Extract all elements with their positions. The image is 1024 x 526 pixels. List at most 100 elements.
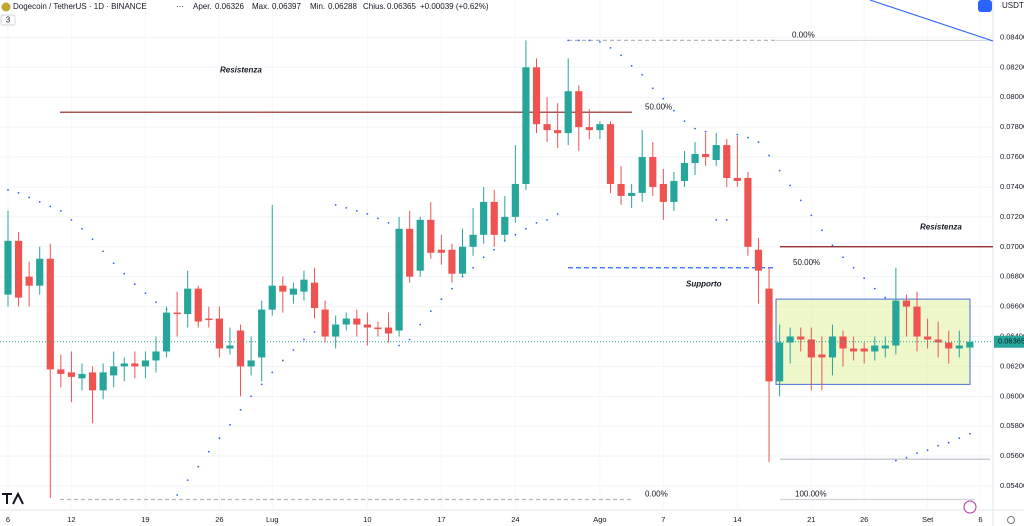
sar-dot: [609, 46, 612, 49]
candle-body: [966, 341, 974, 348]
candle-body: [25, 276, 33, 286]
x-tick-label: 7: [661, 515, 665, 524]
sar-dot: [926, 449, 929, 452]
candle-body: [659, 183, 667, 202]
last-price-label: 0.06365: [998, 337, 1024, 346]
sar-dot: [186, 479, 189, 481]
replay-icon[interactable]: [963, 500, 977, 514]
x-tick-label: 6: [978, 515, 982, 524]
badge[interactable]: 3: [6, 16, 11, 25]
settings-icon[interactable]: [1007, 516, 1015, 524]
candle-body: [88, 372, 97, 391]
candle-body: [184, 288, 192, 315]
x-tick-label: Ago: [593, 515, 606, 524]
candle-body: [839, 336, 847, 349]
candle-body: [902, 300, 911, 307]
badge-box[interactable]: [0, 14, 16, 26]
sar-dot: [472, 266, 474, 269]
level-label: 50.00%: [793, 258, 820, 267]
ohlc-value: 0.06326: [215, 2, 244, 11]
candle-body: [511, 183, 519, 217]
sar-dot: [968, 432, 971, 435]
ohlc-label: Aper.: [193, 2, 212, 11]
sar-dot: [905, 456, 908, 459]
candle-body: [395, 228, 403, 331]
candle-body: [617, 183, 625, 196]
sar-dot: [345, 206, 348, 209]
logo: [2, 491, 24, 505]
sar-dot: [863, 277, 866, 280]
sar-dot: [567, 39, 570, 42]
sar-dot: [842, 256, 844, 259]
sar-dot: [884, 296, 887, 299]
sar-dot: [873, 287, 876, 290]
sar-dot: [620, 54, 622, 57]
lock-button[interactable]: [978, 0, 992, 12]
sar-dot: [429, 310, 432, 312]
sar-dot: [281, 359, 284, 362]
sar-dot: [757, 141, 760, 143]
candle-body: [480, 201, 488, 235]
sar-dot: [7, 189, 9, 191]
sar-dot: [81, 227, 83, 230]
candle-body: [828, 336, 837, 358]
coin-icon: [1, 2, 11, 12]
eye-icon[interactable]: ···: [176, 2, 184, 11]
candle-body: [543, 124, 551, 131]
candle-body: [152, 351, 160, 361]
candle-body: [437, 249, 445, 253]
sar-dot: [715, 218, 718, 221]
candle-body: [258, 309, 266, 358]
sar-dot: [852, 266, 855, 269]
sar-dot: [799, 199, 802, 202]
plot-area: 0.00% 50.00% 50.00% 0.00% 100.00% Resistenza R…: [0, 30, 993, 501]
sar-dot: [694, 127, 696, 130]
ohlc-value: 0.06397: [272, 2, 301, 11]
candle-body: [712, 145, 720, 161]
candle-body: [120, 363, 128, 367]
currency[interactable]: USDT: [1002, 1, 1024, 10]
candle-body: [342, 318, 350, 325]
sar-dot: [577, 39, 580, 42]
sar-dot: [59, 209, 62, 212]
sar-dot: [651, 87, 654, 90]
trend-line: [869, 0, 994, 42]
sar-dot: [123, 272, 126, 275]
sar-dot: [303, 338, 305, 341]
level-label: 50.00%: [645, 102, 672, 111]
ohlc-label: Max.: [252, 2, 269, 11]
sar-dot: [482, 256, 485, 259]
sar-dot: [387, 221, 390, 224]
candle-body: [501, 216, 509, 235]
candle-body: [923, 336, 932, 340]
candle-body: [860, 348, 868, 352]
sar-dot: [91, 238, 94, 241]
candle-body: [786, 336, 794, 343]
sar-dot: [218, 437, 221, 440]
candle-body: [628, 192, 636, 196]
sar-dot: [662, 97, 665, 100]
sar-dot: [292, 349, 295, 351]
sar-dot: [947, 441, 950, 444]
candle-body: [427, 219, 435, 253]
sar-dot: [70, 218, 73, 221]
candle-body: [78, 373, 86, 379]
candle-body: [374, 327, 382, 330]
candle-body: [469, 234, 477, 247]
annotation: Resistenza: [220, 65, 262, 74]
sar-dot: [736, 133, 739, 136]
candle-body: [596, 124, 604, 131]
x-tick-label: 26: [215, 515, 223, 524]
x-tick-label: 26: [860, 515, 868, 524]
sar-dot: [704, 130, 707, 133]
sar-dot: [377, 217, 379, 220]
sar-dot: [546, 218, 548, 221]
candle-body: [448, 249, 456, 274]
